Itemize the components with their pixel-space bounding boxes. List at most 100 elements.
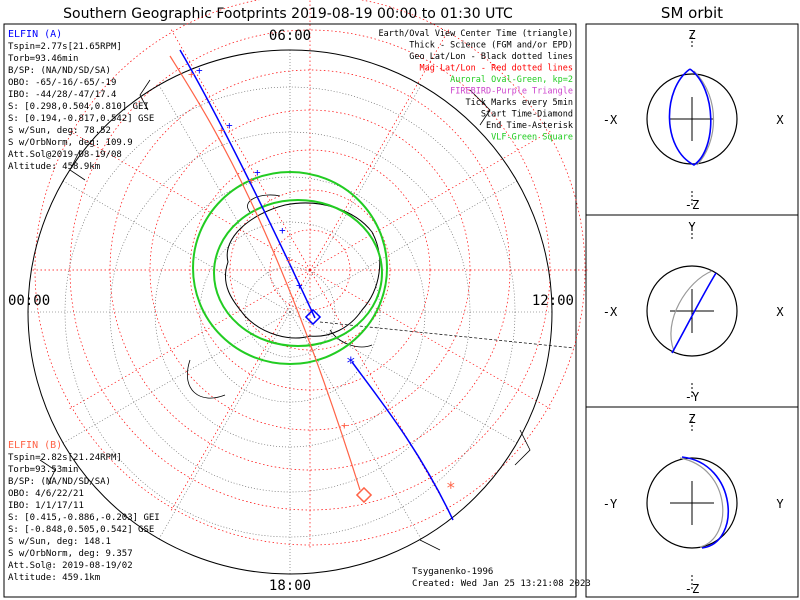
- sm-elfin-b-orbit: [670, 270, 713, 352]
- elfin-a-end-asterisk: *: [346, 353, 356, 372]
- time-label-left: 00:00: [8, 293, 50, 309]
- sm-axis-label-top: Z: [688, 412, 695, 426]
- elfin-a-info: Tspin=2.77s[21.65RPM] Torb=93.46min B/SP: …: [8, 42, 154, 172]
- elfin-b-info-line: B/SP: (NA/ND/SD/SA): [8, 477, 111, 487]
- elfin-b-tick: +: [248, 174, 255, 187]
- elfin-a-start-diamond: [304, 308, 322, 326]
- elfin-b-info-line: S w/OrbNorm, deg: 9.357: [8, 549, 133, 559]
- sm-axis-label-top: Z: [688, 28, 695, 42]
- elfin-b-tick: +: [218, 124, 225, 137]
- legend-entry: VLF-Green Square: [491, 133, 573, 143]
- legend-entry: Thick - Science (FGM and/or EPD): [409, 41, 573, 51]
- elfin-a-tick: +: [254, 166, 261, 179]
- sm-axis-label-right: X: [776, 113, 784, 127]
- elfin-b-info-line: Att.Sol@: 2019-08-19/02: [8, 561, 133, 571]
- elfin-a-tick: +: [279, 224, 286, 237]
- mag-lon-line: [309, 269, 553, 411]
- terminator-line: [319, 321, 575, 349]
- geo-lon-line: [289, 311, 518, 444]
- elfin-a-info-line: Torb=93.46min: [8, 54, 78, 64]
- elfin-a-tick: +: [296, 279, 303, 292]
- legend-entry: Tick Marks every 5min: [466, 98, 573, 108]
- sm-elfin-a-orbit: [681, 456, 730, 549]
- elfin-b-tick: +: [341, 419, 348, 432]
- elfin-b-info-line: Torb=93.53min: [8, 465, 78, 475]
- elfin-a-info-line: Tspin=2.77s[21.65RPM]: [8, 42, 122, 52]
- mag-lon-line: [309, 129, 553, 271]
- earth-limb: [27, 49, 553, 575]
- elfin-b-info-line: Altitude: 459.1km: [8, 573, 100, 583]
- elfin-b-info-line: Tspin=2.82s[21.24RPM]: [8, 453, 122, 463]
- mag-lon-line: [309, 269, 451, 513]
- sm-axis-label-top: Y: [688, 220, 696, 234]
- legend-entry: End Time-Asterisk: [486, 121, 573, 131]
- elfin-a-info-line: B/SP: (NA/ND/SD/SA): [8, 66, 111, 76]
- elfin-a-header: ELFIN (A): [8, 29, 62, 40]
- sm-axis-label-left: -Y: [603, 497, 618, 511]
- sm-panel-frame: [585, 23, 799, 598]
- elfin-a-info-line: OBO: -65/-16/-65/-19: [8, 78, 116, 88]
- legend-entry: Earth/Oval View Center Time (triangle): [379, 29, 573, 39]
- elfin-b-info-line: S: [0.415,-0.886,-0.203] GEI: [8, 513, 160, 523]
- elfin-a-info-line: S: [0.194,-0.817,0.542] GSE: [8, 114, 154, 124]
- elfin-b-info-line: IBO: 1/1/17/11: [8, 501, 84, 511]
- credit-created: Created: Wed Jan 25 13:21:08 2023: [412, 579, 591, 589]
- geo-lon-line: [289, 84, 422, 313]
- mag-latlon-grid: [30, 0, 590, 550]
- map-panel-frame: [3, 23, 577, 598]
- mag-lon-line: [309, 27, 451, 271]
- legend-entry: Auroral Oval-Green, kp=2: [450, 75, 573, 85]
- sm-axis-label-bottom: -Y: [685, 390, 700, 404]
- auroral-oval-outer: [192, 171, 388, 365]
- sm-axis-label-right: Y: [776, 497, 784, 511]
- antarctica-coastline: [39, 79, 531, 551]
- credit-model: Tsyganenko-1996: [412, 567, 493, 577]
- sm-axis-label-right: X: [776, 305, 784, 319]
- elfin-b-start-diamond: [355, 486, 373, 504]
- elfin-a-info-line: Altitude: 458.9km: [8, 162, 100, 172]
- elfin-b-info-line: S w/Sun, deg: 148.1: [8, 537, 111, 547]
- elfin-b-tick: +: [286, 254, 293, 267]
- elfin-a-track-segment: [351, 361, 454, 521]
- time-label-top: 06:00: [269, 28, 311, 44]
- elfin-a-tick: +: [196, 64, 203, 77]
- legend-entry: Mag Lat/Lon - Red dotted lines: [419, 64, 573, 74]
- sm-axis-label-left: -X: [603, 113, 618, 127]
- geo-lon-line: [289, 180, 518, 313]
- legend-entry: Geo Lat/Lon - Black dotted lines: [409, 52, 573, 62]
- mag-lat-circle: [34, 0, 586, 546]
- sm-axis-label-bottom: -Z: [685, 198, 699, 212]
- sm-earth-circle: [646, 457, 738, 549]
- sm-orbit-panels: Z -Z -X X Y -Y -X X Z -Z -Y Y: [603, 28, 785, 596]
- elfin-a-track: [179, 49, 316, 319]
- auroral-oval-inner: [213, 199, 383, 347]
- elfin-a-info-line: IBO: -44/28/-47/17.4: [8, 90, 116, 100]
- sm-elfin-b-orbit: [679, 457, 724, 548]
- mag-lon-line: [67, 129, 311, 271]
- elfin-b-end-asterisk: *: [446, 478, 456, 497]
- elfin-a-info-line: S: [0.298,0.504,0.810] GEI: [8, 102, 149, 112]
- elfin-a-info-line: Att.Sol@2019-08-19/08: [8, 150, 122, 160]
- geo-lon-line: [62, 180, 291, 313]
- legend-entry: FIREBIRD-Purple Triangle: [450, 87, 573, 97]
- sm-elfin-a-orbit: [671, 272, 717, 354]
- elfin-b-track: [169, 55, 361, 491]
- footprint-tracks: ++++++++++**: [169, 49, 456, 521]
- geo-latlon-grid: [28, 50, 552, 574]
- sm-axis-label-left: -X: [603, 305, 618, 319]
- legend-entry: Start Time-Diamond: [481, 110, 573, 120]
- time-label-bottom: 18:00: [269, 578, 311, 594]
- sm-axis-label-bottom: -Z: [685, 582, 699, 596]
- figure-title: Southern Geographic Footprints 2019-08-1…: [63, 6, 513, 22]
- elfin-b-info-line: S: [-0.848,0.505,0.542] GSE: [8, 525, 154, 535]
- auroral-oval: [192, 171, 388, 365]
- mag-lon-line: [67, 269, 311, 411]
- coast-fragment: [187, 194, 373, 399]
- sm-earth-circle: [646, 265, 738, 357]
- polar-map: ++++++++++**: [27, 0, 590, 575]
- geo-lon-line: [158, 84, 291, 313]
- sm-elfin-a-orbit: [668, 68, 712, 166]
- mag-lon-line: [169, 27, 311, 271]
- time-label-right: 12:00: [532, 293, 574, 309]
- elfin-b-tick: +: [188, 68, 195, 81]
